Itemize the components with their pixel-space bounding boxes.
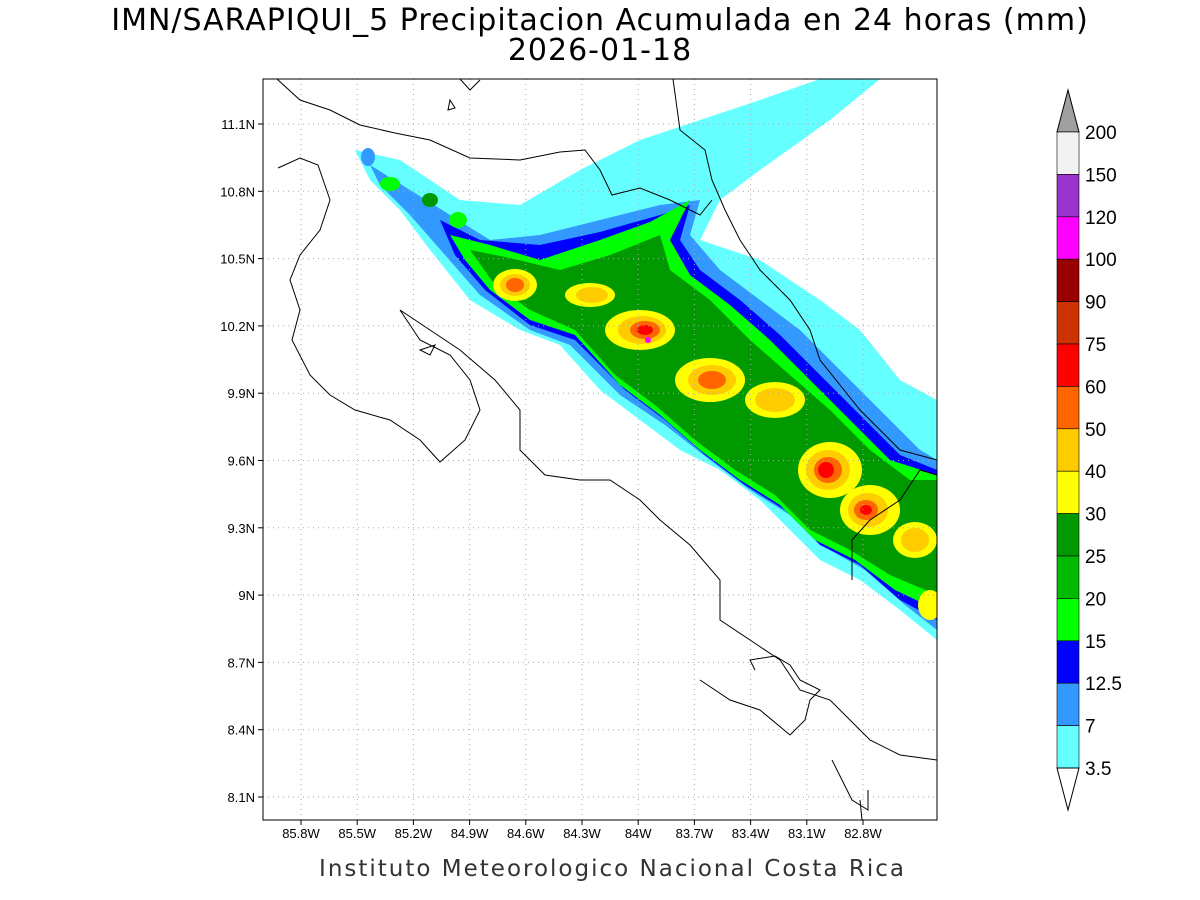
colorbar-label: 120: [1085, 208, 1117, 229]
colorbar-label: 3.5: [1085, 759, 1111, 780]
colorbar-label: 15: [1085, 632, 1106, 653]
x-tick-label: 85.8W: [282, 826, 320, 841]
precip-cells-northwest: [361, 148, 467, 228]
colorbar-swatch: [1056, 513, 1080, 557]
colorbar-label: 60: [1085, 377, 1106, 398]
colorbar-over-arrow: [1056, 88, 1080, 133]
latitude-axis: 11.1N 10.8N 10.5N 10.2N 9.9N 9.6N 9.3N 9N 8.7N 8.…: [220, 117, 263, 805]
colorbar-label: 75: [1085, 335, 1106, 356]
map-grid: [263, 79, 937, 820]
y-tick-label: 11.1N: [221, 117, 255, 132]
north-coast: [459, 79, 937, 461]
colorbar-swatch: [1056, 301, 1080, 345]
x-tick-label: 82.8W: [844, 826, 882, 841]
colorbar-swatch: [1056, 598, 1080, 642]
lake-islet: [447, 98, 456, 111]
colorbar-swatch: [1056, 725, 1080, 769]
x-tick-label: 85.2W: [395, 826, 433, 841]
y-tick-label: 9.3N: [228, 521, 255, 536]
colorbar-label: 12.5: [1085, 674, 1122, 695]
x-tick-label: 85.5W: [338, 826, 376, 841]
x-tick-label: 84.9W: [451, 826, 489, 841]
colorbar-label: 200: [1085, 123, 1117, 144]
colorbar-label: 50: [1085, 420, 1106, 441]
map-title: IMN/SARAPIQUI_5 Precipitacion Acumulada …: [111, 3, 1089, 38]
osa-peninsula: [699, 655, 821, 736]
y-tick-label: 9.9N: [228, 386, 255, 401]
colorbar-label: 20: [1085, 589, 1106, 610]
colorbar-label: 30: [1085, 505, 1106, 526]
colorbar-label: 40: [1085, 462, 1106, 483]
nicoya-island: [418, 344, 436, 356]
colorbar-label: 90: [1085, 293, 1106, 314]
colorbar-under-arrow: [1056, 767, 1080, 812]
y-tick-label: 10.2N: [220, 319, 255, 334]
y-tick-label: 9N: [238, 588, 255, 603]
colorbar-swatch: [1056, 386, 1080, 430]
x-tick-label: 84.6W: [507, 826, 545, 841]
colorbar-label: 7: [1085, 717, 1096, 738]
colorbar-swatch: [1056, 131, 1080, 175]
precip-band-75: [637, 325, 872, 515]
colorbar-label: 100: [1085, 250, 1117, 271]
longitude-axis: 85.8W 85.5W 85.2W 84.9W 84.6W 84.3W 84W 83.7W 83…: [282, 820, 883, 841]
colorbar-label: 25: [1085, 547, 1106, 568]
colorbar-legend: 200 150 120 100 90 75 60 50 40 30 25 20 15 12.5 7 3.5: [1056, 88, 1122, 812]
colorbar-swatch: [1056, 258, 1080, 302]
panama-border: [831, 469, 937, 820]
colorbar-swatch: [1056, 682, 1080, 726]
footer-credit: Instituto Meteorologico Nacional Costa R…: [319, 856, 906, 882]
x-tick-label: 83.7W: [676, 826, 714, 841]
colorbar-swatch: [1056, 428, 1080, 472]
y-tick-label: 9.6N: [228, 454, 255, 469]
x-tick-label: 84W: [625, 826, 652, 841]
x-tick-label: 83.4W: [732, 826, 770, 841]
precipitation-field: [355, 79, 937, 640]
nicaragua-border: [276, 79, 713, 216]
colorbar-swatch: [1056, 216, 1080, 260]
colorbar-swatch: [1056, 174, 1080, 218]
precip-band-120: [645, 337, 651, 343]
colorbar-swatch: [1056, 640, 1080, 684]
y-tick-label: 8.1N: [228, 790, 255, 805]
y-tick-label: 10.8N: [220, 184, 255, 199]
plot-frame: [262, 78, 938, 821]
map-date: 2026-01-18: [507, 33, 693, 68]
precip-band-25: [470, 235, 937, 595]
x-tick-label: 83.1W: [788, 826, 826, 841]
colorbar-swatch: [1056, 343, 1080, 387]
y-tick-label: 10.5N: [220, 252, 255, 267]
y-tick-label: 8.7N: [228, 655, 255, 670]
coastlines: [276, 79, 937, 820]
colorbar-label: 150: [1085, 165, 1117, 186]
colorbar-swatch: [1056, 555, 1080, 599]
colorbar-swatch: [1056, 470, 1080, 514]
pacific-coast: [277, 157, 937, 761]
x-tick-label: 84.3W: [563, 826, 601, 841]
y-tick-label: 8.4N: [228, 723, 255, 738]
